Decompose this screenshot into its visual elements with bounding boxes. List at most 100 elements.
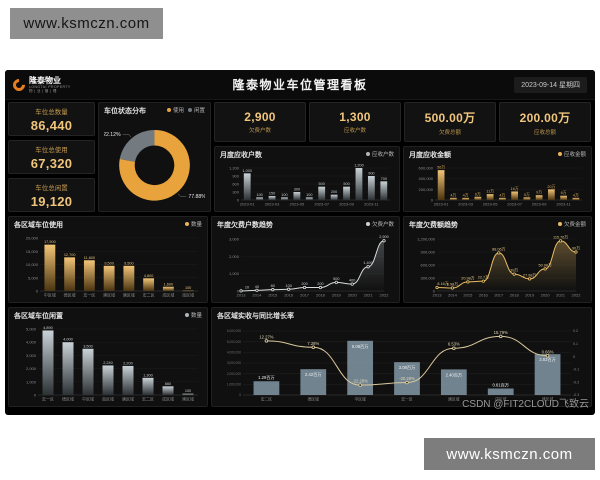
svg-text:27.98万: 27.98万 [523,273,537,277]
svg-text:500: 500 [319,182,325,186]
svg-text:500: 500 [343,182,349,186]
panel-title: 各区域车位使用 [14,222,63,229]
svg-text:2022: 2022 [572,293,582,298]
panel-title: 月度应收户数 [220,152,262,159]
svg-text:2014: 2014 [448,293,458,298]
svg-text:5万: 5万 [524,193,530,197]
legend-item[interactable]: 数量 [184,311,202,319]
kpi-label: 车位总数量 [35,108,68,116]
svg-text:39万: 39万 [510,269,518,273]
csdn-credit: CSDN @FIT2CLOUD飞致云 [462,399,589,410]
svg-text:8.16万: 8.16万 [437,282,448,286]
svg-text:100: 100 [185,389,191,393]
logo-tagline: 物 | 业 | 管 | 理 [29,89,57,94]
legend-label: 欠费户数 [371,222,394,228]
svg-text:9,500: 9,500 [124,261,134,265]
svg-text:1,000,000: 1,000,000 [227,383,241,387]
svg-text:77.88%: 77.88% [188,194,205,200]
svg-text:0: 0 [237,289,240,294]
svg-text:宏二区: 宏二区 [261,397,273,402]
legend-item[interactable]: 应收金额 [557,150,586,158]
line-chart-arrears-households[interactable]: 0 1,000 2,000 3,000 10 2013 40 2014 80 2015 100 201… [217,230,394,300]
svg-text:德区域: 德区域 [64,292,76,298]
legend-dot [187,108,192,112]
svg-text:中区域: 中区域 [354,397,366,402]
svg-text:2.42百万: 2.42百万 [305,372,322,378]
svg-text:2018: 2018 [316,293,326,298]
panel-title: 各区域车位闲置 [14,313,63,320]
legend-item[interactable]: 数量 [184,220,202,228]
legend-item-used[interactable]: 使用 [166,106,184,114]
legend-item[interactable]: 欠费金额 [557,220,586,228]
svg-text:2023-11: 2023-11 [556,202,571,207]
svg-text:0.1: 0.1 [573,342,578,346]
bar-chart-monthly-amount[interactable]: 0 200,000 400,000 600,000 56万 2023-01 4万 4万 2023… [409,160,586,209]
svg-text:200,000: 200,000 [419,187,434,192]
legend-item-idle[interactable]: 闲置 [187,106,205,114]
svg-text:9万: 9万 [536,191,542,195]
legend-item[interactable]: 应收户数 [365,150,394,158]
kpi-label: 车位总使用 [35,146,68,154]
svg-text:0: 0 [34,393,37,398]
svg-text:1,000: 1,000 [242,169,252,173]
panel-title: 年度欠费户数趋势 [217,222,273,229]
svg-text:1,200,000: 1,200,000 [417,237,436,242]
svg-text:10,000: 10,000 [26,262,39,267]
svg-text:4万: 4万 [499,193,505,197]
svg-text:300,000: 300,000 [421,276,436,281]
svg-text:12,700: 12,700 [64,253,76,257]
bar-chart-region-idle[interactable]: 0 1,000 2,000 3,000 4,000 5,000 4,890 宏一区 4,000 德… [14,321,202,404]
kpi-card-total-spaces: 车位总数量 86,440 [8,102,95,136]
svg-text:2014: 2014 [252,293,262,298]
panel-yearly-arrears-amount: 年度欠费额趋势 欠费金额 0 300,000 600,000 900,000 1,200… [403,216,592,303]
svg-text:2016: 2016 [284,293,294,298]
panel-yearly-arrears-households: 年度欠费户数趋势 欠费户数 0 1,000 2,000 3,000 10 2013 40 20… [211,216,400,303]
svg-text:2023-03: 2023-03 [458,202,473,207]
svg-text:-22.28%: -22.28% [352,379,368,384]
legend-dot [365,222,370,226]
legend-label: 应收户数 [371,152,394,158]
svg-text:-0.2: -0.2 [573,380,579,384]
kpi-value: 67,320 [30,155,73,171]
combo-chart-actual-vs-growth[interactable]: 0 1,000,000 2,000,000 3,000,000 4,000,000 5,0… [217,321,586,404]
company-logo: 隆泰物业 LONGTAI PROPERTY 物 | 业 | 管 | 理 [10,76,71,94]
bar-chart-monthly-households[interactable]: 0 300 600 900 1,200 1,000 2023-01 100 150 2023-03… [220,160,394,209]
legend-dot [557,222,562,226]
kpi-card-receivable-households: 1,300 应收户数 [309,102,401,142]
svg-text:3.08百万: 3.08百万 [399,365,416,371]
svg-text:成区域: 成区域 [495,397,507,402]
svg-text:16万: 16万 [511,187,519,191]
svg-text:6万: 6万 [475,192,481,196]
svg-text:100: 100 [256,193,262,197]
dashboard-header: 隆泰物业 LONGTAI PROPERTY 物 | 业 | 管 | 理 隆泰物业… [5,70,595,100]
svg-text:1,000: 1,000 [26,379,37,384]
svg-text:宏二区: 宏二区 [143,292,155,298]
donut-chart-space-status[interactable]: 77.88% 22.12% [104,116,205,209]
line-chart-arrears-amount[interactable]: 0 300,000 600,000 900,000 1,200,000 8.16万 2013… [409,230,586,300]
svg-text:2,000: 2,000 [26,366,37,371]
svg-text:2018: 2018 [510,293,520,298]
kpi-value: 19,120 [30,193,73,209]
svg-text:2013: 2013 [433,293,443,298]
date-display[interactable]: 2023-09-14 星期四 [514,76,587,93]
svg-text:德区域: 德区域 [62,396,74,402]
svg-text:2,200: 2,200 [123,361,133,365]
svg-text:1,200: 1,200 [229,166,240,171]
bar-chart-region-usage[interactable]: 0 5,000 10,000 15,000 20,000 17,500 中区域 12,700 德… [14,230,202,300]
svg-text:0: 0 [239,393,241,397]
svg-text:1,000: 1,000 [229,271,240,276]
svg-text:100: 100 [306,193,312,197]
svg-text:2017: 2017 [300,293,310,298]
svg-text:3,500: 3,500 [83,344,93,348]
svg-text:22.7万: 22.7万 [478,276,489,280]
svg-text:2016: 2016 [479,293,489,298]
svg-text:德区域: 德区域 [308,397,320,402]
svg-text:5,000: 5,000 [28,275,39,280]
svg-text:3.83百万: 3.83百万 [539,357,556,363]
kpi-value: 200.00万 [519,110,571,125]
svg-text:4,000: 4,000 [26,340,37,345]
svg-text:0.61百万: 0.61百万 [492,382,509,388]
kpi-card-idle-spaces: 车位总闲置 19,120 [8,178,95,212]
kpi-label: 欠费户数 [248,128,271,134]
legend-item[interactable]: 欠费户数 [365,220,394,228]
